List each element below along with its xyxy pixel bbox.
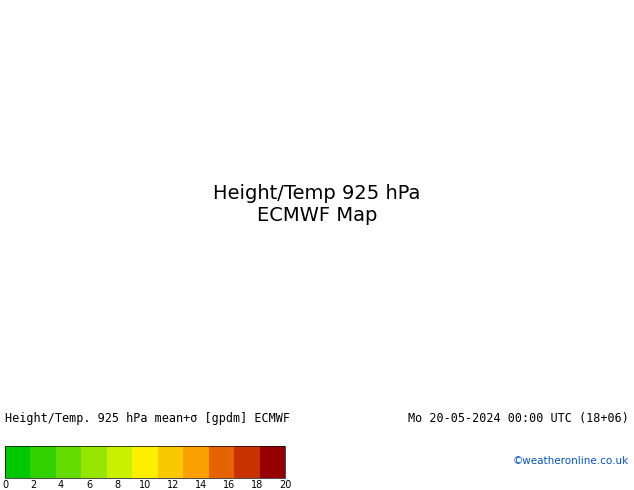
Text: ©weatheronline.co.uk: ©weatheronline.co.uk <box>513 456 629 466</box>
Text: 2: 2 <box>30 480 36 490</box>
Bar <box>5 445 285 478</box>
Bar <box>234 445 259 478</box>
Bar <box>259 445 285 478</box>
Bar <box>81 445 107 478</box>
Bar <box>5 445 30 478</box>
Bar <box>107 445 133 478</box>
Text: 12: 12 <box>167 480 179 490</box>
Bar <box>133 445 158 478</box>
Text: 18: 18 <box>251 480 263 490</box>
Text: 14: 14 <box>195 480 207 490</box>
Text: 0: 0 <box>2 480 8 490</box>
Text: 20: 20 <box>279 480 291 490</box>
Text: 4: 4 <box>58 480 64 490</box>
Text: Height/Temp. 925 hPa mean+σ [gpdm] ECMWF: Height/Temp. 925 hPa mean+σ [gpdm] ECMWF <box>5 412 290 425</box>
Bar <box>209 445 234 478</box>
Text: 8: 8 <box>114 480 120 490</box>
Bar <box>158 445 183 478</box>
Bar <box>183 445 209 478</box>
Text: 16: 16 <box>223 480 235 490</box>
Bar <box>56 445 81 478</box>
Text: Height/Temp 925 hPa
ECMWF Map: Height/Temp 925 hPa ECMWF Map <box>213 184 421 225</box>
Bar <box>30 445 56 478</box>
Text: Mo 20-05-2024 00:00 UTC (18+06): Mo 20-05-2024 00:00 UTC (18+06) <box>408 412 629 425</box>
Text: 10: 10 <box>139 480 151 490</box>
Text: 6: 6 <box>86 480 92 490</box>
